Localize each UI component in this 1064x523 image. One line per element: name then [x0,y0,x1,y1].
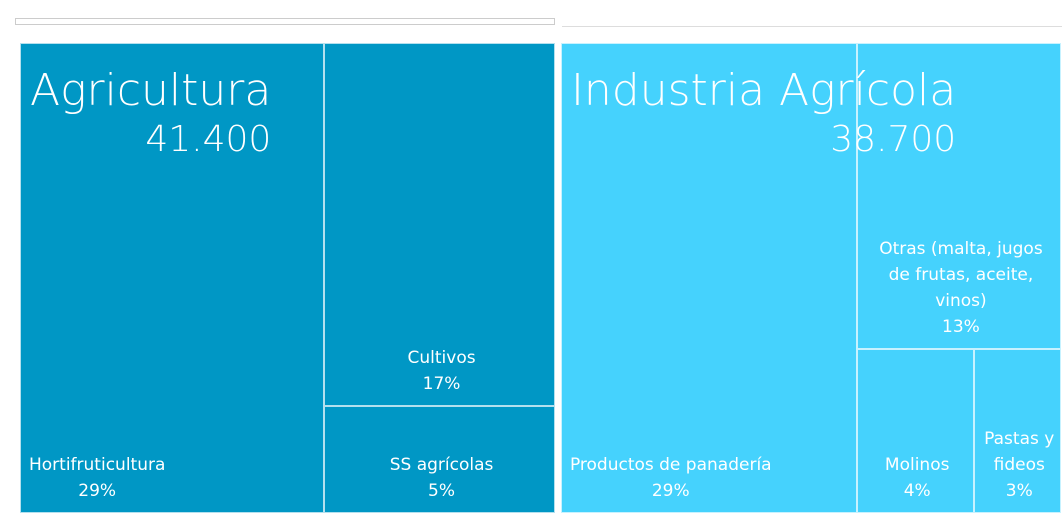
header-line [562,26,1062,27]
cell-name: Pastas y fideos [984,429,1055,475]
cell-name: Productos de panadería [569,455,772,475]
treemap-cell: Cultivos 17% [324,43,555,407]
cell-name: Molinos [884,455,950,475]
cell-value-label: 17% [422,374,461,395]
treemap-cell: Hortifruticultura 29% [20,43,325,513]
cell-value-label: 3% [1005,481,1033,501]
cell-name: Cultivos [407,348,476,369]
treemap-cell: Otras (malta, jugos de frutas, aceite, v… [856,43,1061,349]
treemap-cell: SS agrícolas 5% [324,406,555,513]
cell-label: Molinos 4% [866,452,969,504]
cell-label: Pastas y fideos 3% [983,426,1056,504]
cell-label: SS agrícolas 5% [333,452,550,504]
treemap-cell: Productos de panadería 29% [560,43,857,513]
cell-value-label: 13% [942,316,980,337]
treemap-cell: Pastas y fideos 3% [973,348,1061,513]
cell-value-label: 5% [428,480,456,501]
cell-label: Productos de panadería 29% [570,452,772,504]
cell-name: Hortifruticultura [29,455,166,475]
cell-label: Otras (malta, jugos de frutas, aceite, v… [866,236,1056,340]
cell-value-label: 29% [78,481,117,501]
cell-name: SS agrícolas [389,454,494,475]
cell-value-label: 4% [903,481,931,501]
cell-label: Cultivos 17% [333,345,550,397]
scroll-bar [15,18,555,25]
cell-name: Otras (malta, jugos de frutas, aceite, v… [879,238,1043,311]
treemap-cell: Molinos 4% [856,348,974,513]
cell-value-label: 29% [651,481,690,501]
cell-label: Hortifruticultura 29% [29,452,165,504]
